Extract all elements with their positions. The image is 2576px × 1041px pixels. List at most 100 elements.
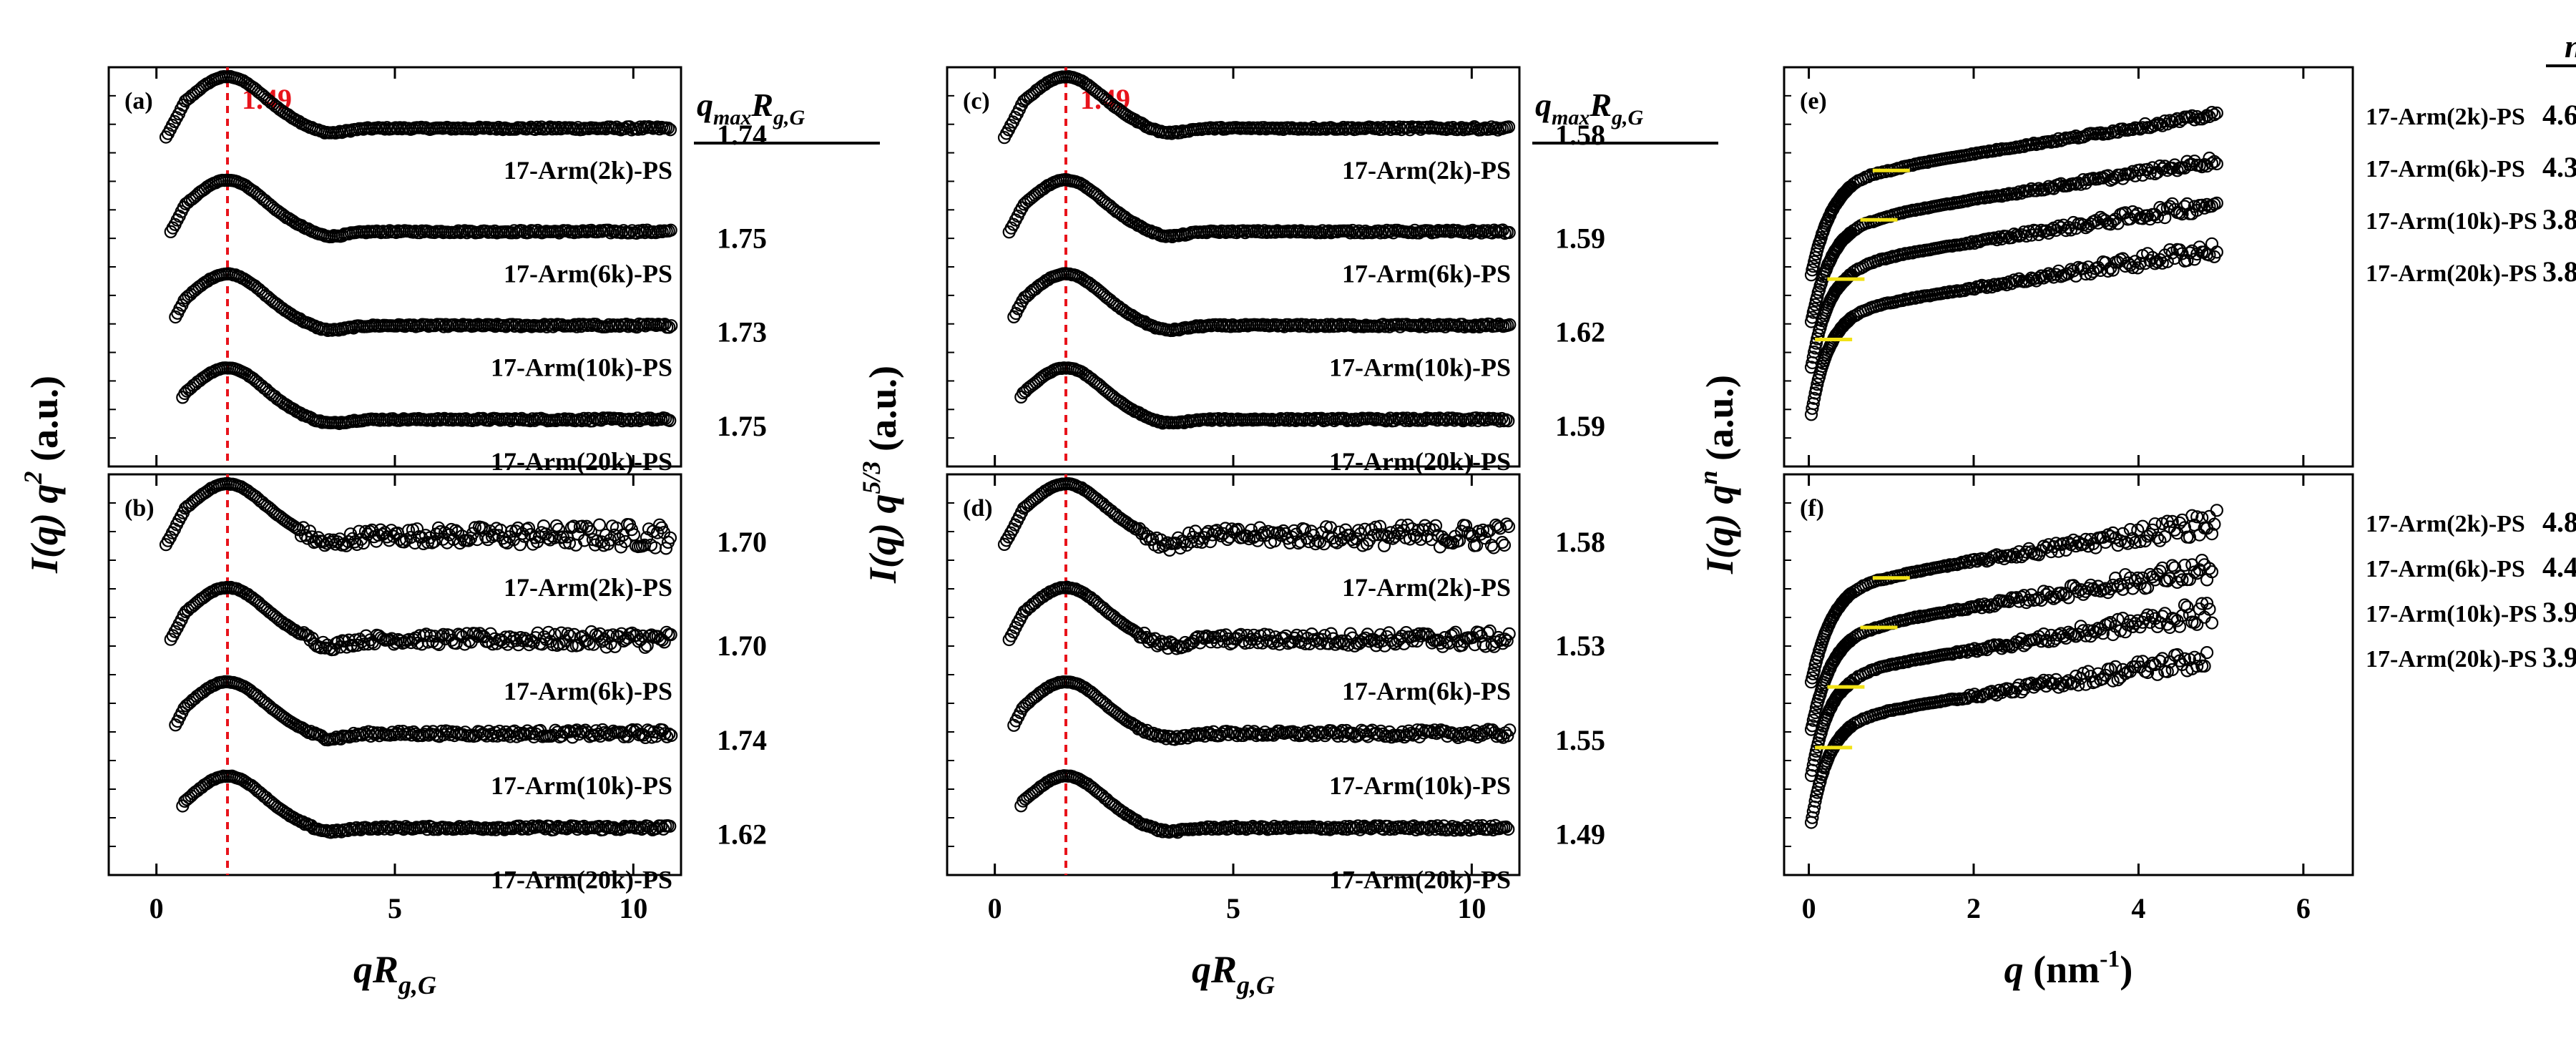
data-point bbox=[2114, 168, 2127, 182]
series-value: 1.62 bbox=[1555, 316, 1605, 348]
x-tick-label: 2 bbox=[1967, 892, 1981, 924]
data-point bbox=[2000, 188, 2014, 202]
series-label: 17-Arm(10k)-PS bbox=[491, 771, 672, 800]
data-point bbox=[187, 378, 200, 392]
series-label: 17-Arm(2k)-PS bbox=[1342, 573, 1511, 602]
data-point bbox=[567, 519, 581, 533]
data-point bbox=[298, 529, 313, 542]
data-point bbox=[587, 637, 600, 651]
data-point bbox=[663, 531, 677, 544]
data-point bbox=[1035, 277, 1049, 290]
series-17-Arm(2k)-PS bbox=[997, 476, 1516, 557]
data-point bbox=[577, 534, 592, 547]
series-value: 1.75 bbox=[717, 410, 767, 442]
data-point bbox=[655, 412, 668, 426]
panel-e: (e)17-Arm(2k)-PS4.6417-Arm(6k)-PS4.3917-… bbox=[1783, 28, 2576, 468]
data-point bbox=[303, 524, 317, 538]
data-point bbox=[1077, 587, 1091, 600]
data-point bbox=[1078, 680, 1092, 695]
data-point bbox=[584, 524, 598, 539]
data-point bbox=[1115, 396, 1129, 410]
series-label: 17-Arm(20k)-PS bbox=[2366, 260, 2537, 287]
data-point bbox=[537, 519, 551, 533]
data-point bbox=[2210, 196, 2223, 210]
data-point bbox=[2126, 122, 2140, 137]
data-point bbox=[369, 534, 383, 548]
data-point bbox=[1481, 626, 1494, 640]
series-value: 4.64 bbox=[2542, 99, 2576, 131]
data-point bbox=[2032, 182, 2046, 195]
data-point bbox=[1982, 600, 1996, 614]
x-tick-label: 0 bbox=[988, 892, 1002, 924]
data-point bbox=[1243, 636, 1256, 650]
data-point bbox=[1401, 518, 1415, 532]
series-label: 17-Arm(10k)-PS bbox=[2366, 208, 2537, 235]
series-label: 17-Arm(10k)-PS bbox=[491, 353, 672, 382]
data-point bbox=[2029, 184, 2043, 197]
data-point bbox=[2118, 535, 2132, 549]
data-point bbox=[461, 534, 476, 547]
data-point bbox=[1384, 526, 1398, 539]
data-point bbox=[1479, 640, 1492, 653]
series-label: 17-Arm(20k)-PS bbox=[491, 447, 672, 476]
x-tick-label: 5 bbox=[388, 892, 402, 924]
data-point bbox=[1214, 529, 1228, 543]
y-axis-title: I(q) q5/3 (a.u.) bbox=[857, 366, 904, 584]
data-point bbox=[1808, 391, 1821, 405]
data-point bbox=[1495, 535, 1509, 549]
data-point bbox=[2079, 267, 2092, 281]
series-value: 1.58 bbox=[1555, 526, 1605, 558]
data-point bbox=[1503, 318, 1517, 331]
series-label: 17-Arm(6k)-PS bbox=[1342, 259, 1511, 288]
series-17-Arm(10k)-PS bbox=[1007, 267, 1517, 338]
series-17-Arm(6k)-PS bbox=[1002, 173, 1516, 243]
data-point bbox=[1808, 705, 1822, 720]
data-point bbox=[2049, 537, 2063, 550]
data-point bbox=[2158, 114, 2172, 128]
data-point bbox=[1502, 225, 1516, 240]
data-point bbox=[500, 536, 514, 550]
data-point bbox=[296, 521, 310, 534]
data-point bbox=[1106, 295, 1120, 309]
data-point bbox=[2044, 223, 2058, 237]
data-point bbox=[1220, 724, 1233, 738]
data-point bbox=[1806, 401, 1819, 415]
data-point bbox=[1503, 723, 1517, 737]
panel-a: (a) 1.4917-Arm(2k)-PS1.7417-Arm(6k)-PS1.7… bbox=[107, 66, 880, 476]
data-point bbox=[1493, 522, 1507, 535]
data-point bbox=[290, 522, 304, 535]
data-point bbox=[663, 123, 677, 137]
data-point bbox=[2024, 138, 2038, 152]
data-point bbox=[1478, 532, 1492, 545]
data-point bbox=[542, 625, 555, 640]
data-point bbox=[1230, 729, 1244, 743]
data-point bbox=[665, 728, 678, 743]
data-point bbox=[2034, 223, 2048, 237]
data-point bbox=[562, 536, 577, 550]
x-tick-label: 5 bbox=[1226, 892, 1240, 924]
data-point bbox=[1318, 629, 1331, 642]
data-point bbox=[2000, 230, 2014, 243]
data-point bbox=[1120, 516, 1134, 529]
data-point bbox=[2039, 224, 2053, 238]
series-value: 1.62 bbox=[717, 818, 767, 851]
data-point bbox=[1436, 640, 1449, 653]
data-point bbox=[661, 122, 675, 135]
panel-f: 0246(f)17-Arm(2k)-PS4.8017-Arm(6k)-PS4.4… bbox=[1694, 375, 2576, 991]
data-point bbox=[2195, 198, 2209, 212]
data-point bbox=[1423, 630, 1436, 644]
data-point bbox=[1486, 723, 1499, 737]
data-point bbox=[2210, 106, 2223, 120]
panel-label: (a) bbox=[124, 88, 153, 114]
data-point bbox=[638, 640, 652, 654]
series-17-Arm(10k)-PS bbox=[169, 675, 678, 747]
data-point bbox=[1965, 235, 1979, 248]
data-point bbox=[401, 524, 416, 537]
panel-label: (c) bbox=[963, 88, 990, 114]
data-point bbox=[384, 524, 398, 537]
data-point bbox=[1499, 820, 1513, 834]
data-point bbox=[658, 727, 672, 741]
data-point bbox=[664, 627, 677, 642]
data-point bbox=[1808, 663, 1821, 677]
data-point bbox=[2185, 509, 2199, 522]
